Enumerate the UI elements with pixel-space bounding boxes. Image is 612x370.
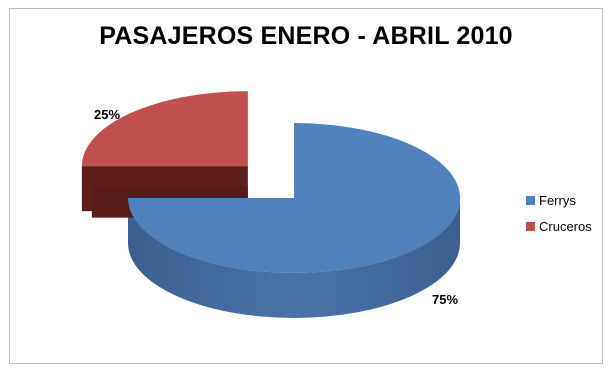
data-label-ferrys: 75% xyxy=(432,292,458,307)
data-label-cruceros: 25% xyxy=(94,107,120,122)
legend: Ferrys Cruceros xyxy=(526,190,592,242)
pie-slice-ferrys xyxy=(128,123,460,273)
pie-slice-side-ferrys-0 xyxy=(128,198,460,318)
pie-slice-cruceros xyxy=(81,91,248,167)
chart-title: PASAJEROS ENERO - ABRIL 2010 xyxy=(99,22,513,50)
legend-swatch-cruceros xyxy=(526,221,535,231)
legend-swatch-ferrys xyxy=(526,195,535,205)
legend-item-cruceros: Cruceros xyxy=(526,216,592,236)
legend-label-cruceros: Cruceros xyxy=(539,218,592,234)
legend-item-ferrys: Ferrys xyxy=(526,190,592,210)
legend-label-ferrys: Ferrys xyxy=(539,192,576,208)
